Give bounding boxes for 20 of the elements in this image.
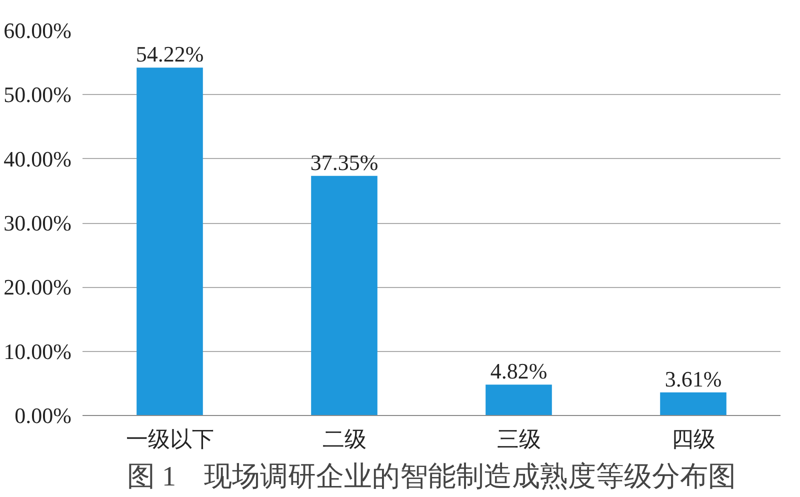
x-tick-label: 二级 (322, 426, 366, 452)
bar (660, 392, 726, 416)
data-label: 3.61% (664, 366, 722, 392)
bar (486, 384, 552, 416)
text: 图 1 现场调研企业的智能制造成熟度等级分布图 (127, 462, 736, 492)
y-tick-label: 50.00% (4, 82, 72, 108)
x-tick-label: 四级 (671, 426, 716, 452)
y-tick-label: 0.00% (14, 403, 72, 428)
data-label: 4.82% (490, 358, 548, 384)
bar (136, 68, 203, 416)
y-tick-label: 30.00% (4, 210, 72, 236)
data-label: 54.22% (136, 42, 204, 67)
bar (311, 176, 378, 416)
y-tick-label: 10.00% (4, 338, 72, 364)
x-tick-label: 三级 (496, 426, 541, 452)
y-tick-label: 60.00% (4, 18, 72, 43)
y-tick-label: 40.00% (4, 146, 72, 172)
x-tick-label: 一级以下 (126, 426, 214, 452)
y-tick-label: 20.00% (4, 274, 72, 300)
data-label: 37.35% (310, 150, 378, 175)
